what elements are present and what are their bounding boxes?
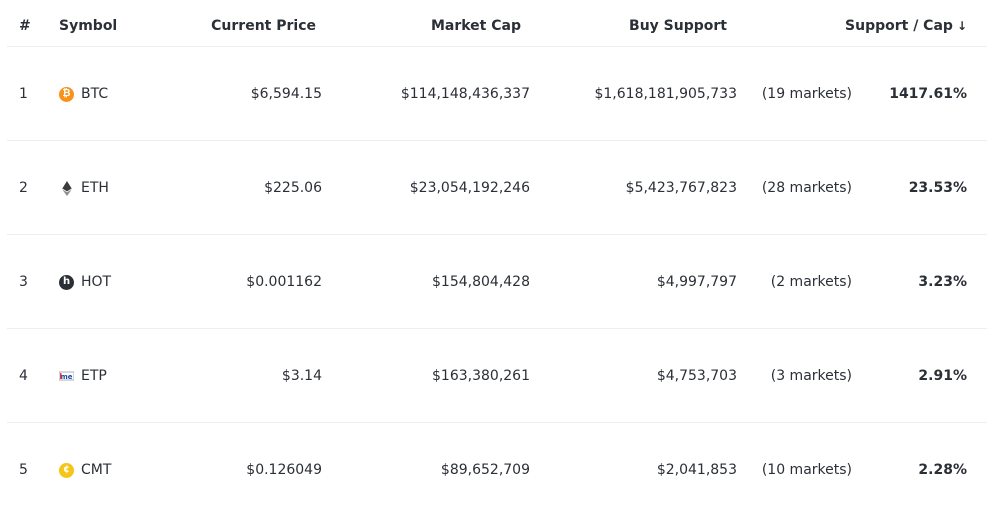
symbol-label: CMT — [81, 462, 112, 478]
ethereum-icon — [59, 180, 74, 196]
symbol-cell[interactable]: ETH — [59, 180, 109, 196]
symbol-cell[interactable]: h HOT — [59, 274, 111, 290]
table-row-3[interactable]: 3 h HOT $0.001162 $154,804,428 $4,997,79… — [7, 235, 987, 329]
markets-count-cell[interactable]: (3 markets) — [770, 368, 852, 384]
buy-support-cell: $1,618,181,905,733 — [594, 86, 737, 102]
holo-icon: h — [59, 274, 74, 290]
header-support-cap[interactable]: Support / Cap ↓ — [845, 18, 967, 34]
buy-support-cell: $5,423,767,823 — [625, 180, 737, 196]
price-cell: $3.14 — [281, 368, 322, 384]
symbol-label: ETH — [81, 180, 109, 196]
market-cap-cell: $163,380,261 — [432, 368, 530, 384]
symbol-cell[interactable]: me ETP — [59, 368, 107, 384]
market-cap-cell: $23,054,192,246 — [409, 180, 530, 196]
header-rank[interactable]: # — [19, 18, 31, 34]
price-cell: $225.06 — [264, 180, 322, 196]
rank-cell: 4 — [19, 368, 28, 384]
coin-table: # Symbol Current Price Market Cap Buy Su… — [7, 0, 987, 516]
rank-cell: 2 — [19, 180, 28, 196]
markets-count-cell[interactable]: (28 markets) — [761, 180, 852, 196]
rank-cell: 1 — [19, 86, 28, 102]
header-symbol[interactable]: Symbol — [59, 18, 118, 34]
table-row-5[interactable]: 5 ¢ CMT $0.126049 $89,652,709 $2,041,853… — [7, 423, 987, 516]
buy-support-cell: $4,997,797 — [656, 274, 737, 290]
markets-count-cell[interactable]: (10 markets) — [761, 462, 852, 478]
header-market-cap[interactable]: Market Cap — [430, 18, 521, 34]
support-cap-ratio-cell: 3.23% — [918, 274, 967, 290]
price-cell: $6,594.15 — [250, 86, 322, 102]
header-buy-support[interactable]: Buy Support — [629, 18, 727, 34]
support-cap-ratio-cell: 2.91% — [918, 368, 967, 384]
table-row-4[interactable]: 4 me ETP $3.14 $163,380,261 $4,753,703 (… — [7, 329, 987, 423]
svg-text:me: me — [60, 373, 72, 381]
price-cell: $0.126049 — [246, 462, 322, 478]
buy-support-cell: $4,753,703 — [656, 368, 737, 384]
market-cap-cell: $114,148,436,337 — [400, 86, 530, 102]
market-cap-cell: $89,652,709 — [440, 462, 530, 478]
table-row-1[interactable]: 1 ₿ BTC $6,594.15 $114,148,436,337 $1,61… — [7, 47, 987, 141]
buy-support-cell: $2,041,853 — [656, 462, 737, 478]
metaverse-icon: me — [59, 369, 74, 384]
market-cap-cell: $154,804,428 — [432, 274, 530, 290]
table-header: # Symbol Current Price Market Cap Buy Su… — [7, 0, 987, 47]
symbol-label: ETP — [81, 368, 107, 384]
symbol-cell[interactable]: ¢ CMT — [59, 462, 111, 478]
support-cap-ratio-cell: 1417.61% — [889, 86, 967, 102]
support-cap-ratio-cell: 23.53% — [908, 180, 967, 196]
symbol-label: HOT — [81, 274, 112, 290]
markets-count-cell[interactable]: (2 markets) — [770, 274, 852, 290]
header-support-cap-label: Support / Cap — [845, 18, 953, 34]
rank-cell: 5 — [19, 462, 28, 478]
sort-down-icon: ↓ — [956, 19, 967, 33]
rank-cell: 3 — [19, 274, 28, 290]
symbol-label: BTC — [81, 86, 109, 102]
price-cell: $0.001162 — [246, 274, 322, 290]
cybermiles-icon: ¢ — [59, 462, 74, 478]
support-cap-ratio-cell: 2.28% — [918, 462, 967, 478]
header-current-price[interactable]: Current Price — [211, 18, 316, 34]
markets-count-cell[interactable]: (19 markets) — [761, 86, 852, 102]
bitcoin-icon: ₿ — [59, 86, 74, 102]
table-row-2[interactable]: 2 ETH $225.06 $23,054,192,246 $5,423,767… — [7, 141, 987, 235]
symbol-cell[interactable]: ₿ BTC — [59, 86, 108, 102]
